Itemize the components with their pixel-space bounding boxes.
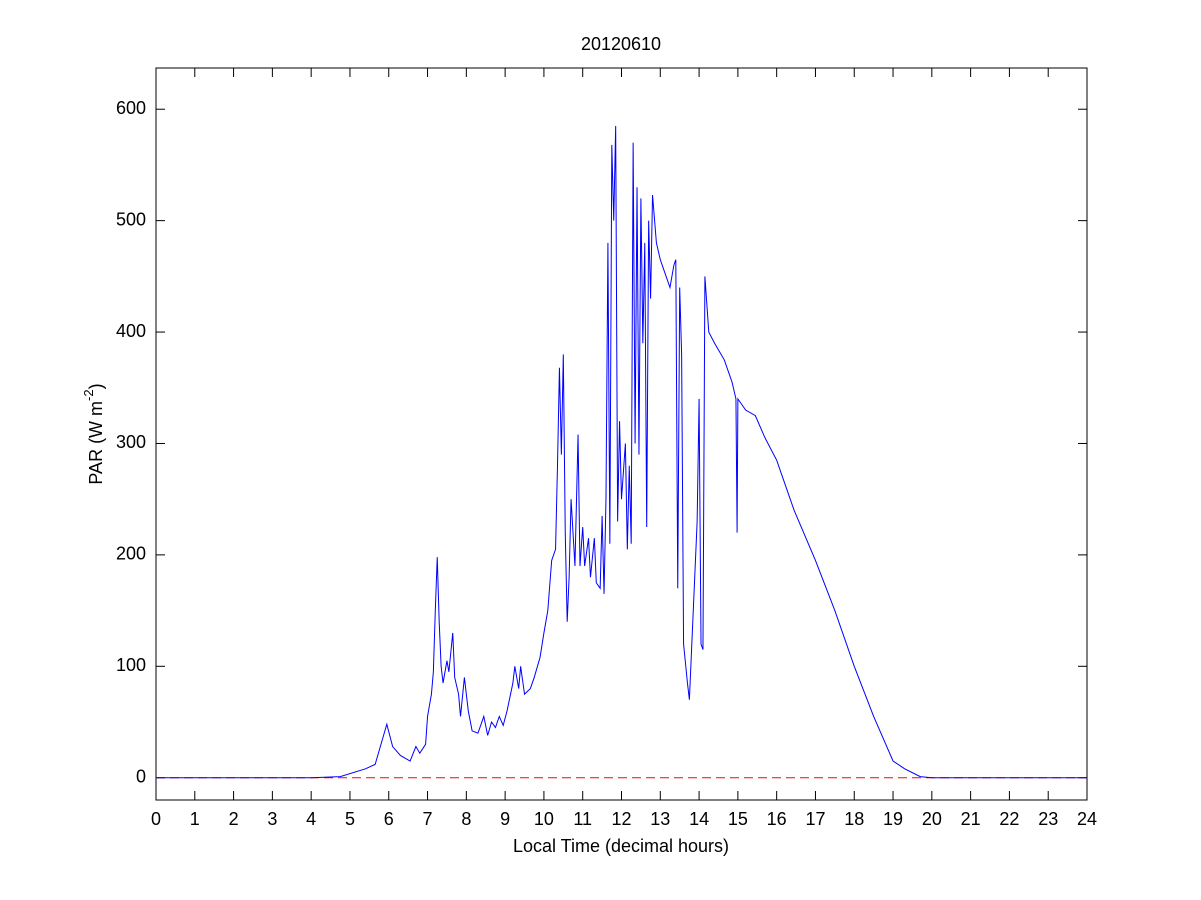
x-tick-label: 18: [844, 809, 864, 829]
y-axis-label-text: PAR (W m: [86, 401, 106, 485]
y-tick-label: 200: [116, 544, 146, 564]
y-tick-label: 600: [116, 98, 146, 118]
y-tick-label: 400: [116, 321, 146, 341]
plot-area: [155, 67, 1088, 801]
y-tick-label: 300: [116, 432, 146, 452]
x-tick-label: 13: [650, 809, 670, 829]
x-tick-label: 16: [767, 809, 787, 829]
x-tick-label: 12: [611, 809, 631, 829]
x-tick-label: 7: [423, 809, 433, 829]
x-tick-label: 20: [922, 809, 942, 829]
y-axis-label: PAR (W m-2): [81, 383, 105, 484]
x-tick-label: 5: [345, 809, 355, 829]
x-tick-label: 10: [534, 809, 554, 829]
x-tick-label: 19: [883, 809, 903, 829]
x-tick-label: 4: [306, 809, 316, 829]
x-tick-label: 1: [190, 809, 200, 829]
x-tick-label: 15: [728, 809, 748, 829]
y-tick-label: 100: [116, 655, 146, 675]
x-tick-label: 2: [229, 809, 239, 829]
x-tick-label: 3: [267, 809, 277, 829]
x-axis-label: Local Time (decimal hours): [513, 836, 729, 856]
x-tick-label: 22: [999, 809, 1019, 829]
x-tick-label: 24: [1077, 809, 1097, 829]
data-line: [156, 125, 1087, 779]
x-tick-label: 9: [500, 809, 510, 829]
x-tick-label: 14: [689, 809, 709, 829]
x-tick-label: 21: [961, 809, 981, 829]
y-axis-label-text: ): [86, 383, 106, 389]
x-tick-label: 11: [573, 809, 592, 829]
y-tick-label: 0: [136, 766, 146, 786]
x-tick-label: 6: [384, 809, 394, 829]
x-tick-label: 8: [461, 809, 471, 829]
chart-title: 20120610: [581, 34, 661, 54]
y-axis-label-exponent: -2: [81, 389, 96, 401]
y-tick-label: 500: [116, 209, 146, 229]
x-tick-label: 17: [805, 809, 825, 829]
x-tick-label: 23: [1038, 809, 1058, 829]
x-tick-label: 0: [151, 809, 161, 829]
